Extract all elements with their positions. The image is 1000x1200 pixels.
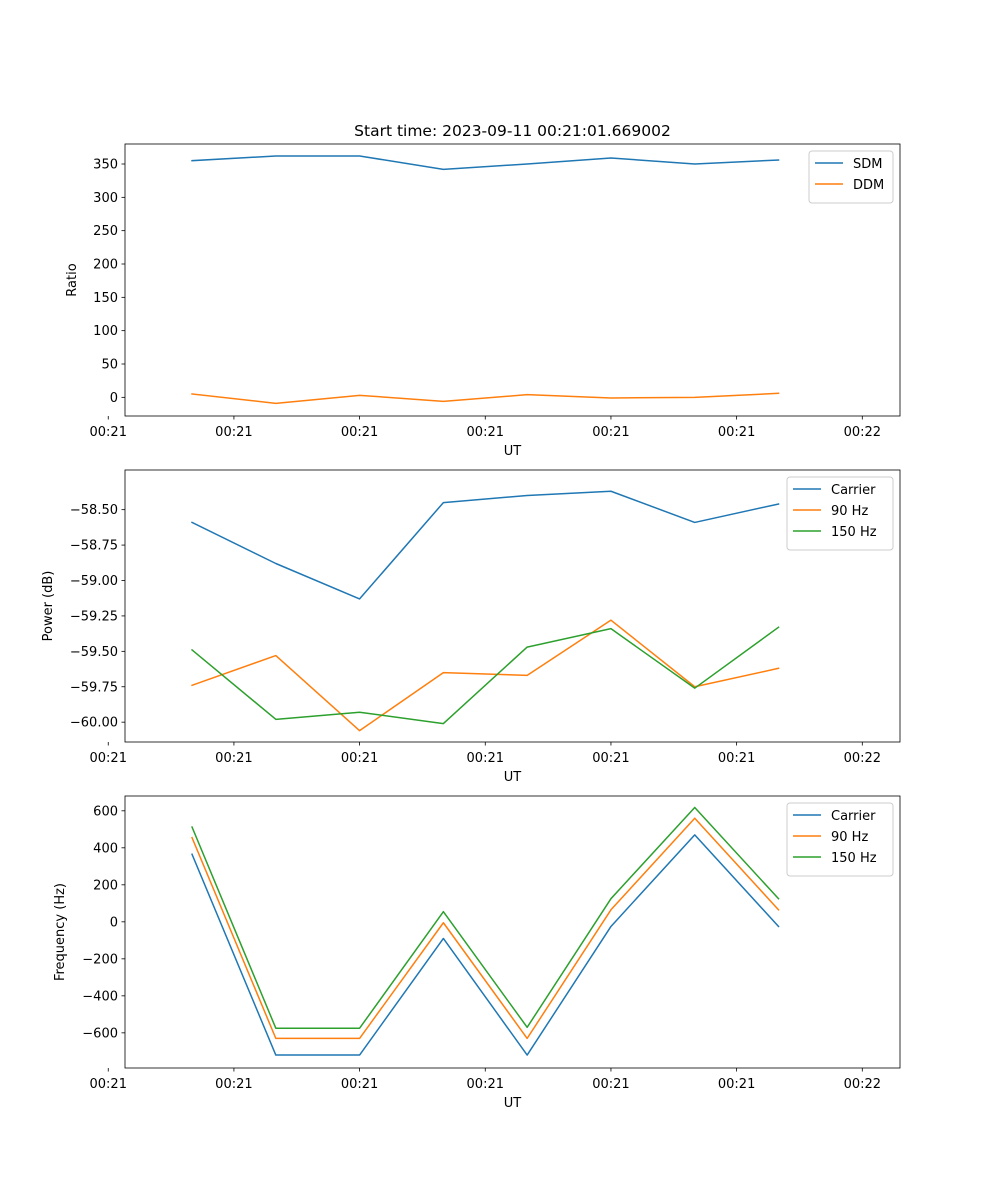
x-tick-label: 00:21 <box>341 425 378 440</box>
y-axis-label: Ratio <box>65 263 80 296</box>
legend-label: Carrier <box>831 483 876 498</box>
y-tick-label: −59.50 <box>70 645 118 660</box>
x-tick-label: 00:21 <box>215 425 252 440</box>
legend: Carrier 90 Hz 150 Hz <box>786 802 894 877</box>
legend-label: 150 Hz <box>831 525 877 540</box>
x-tick-label: 00:21 <box>90 425 127 440</box>
series-line-sdm <box>191 155 780 171</box>
x-tick-label: 00:21 <box>718 751 755 766</box>
y-tick-label: 100 <box>93 324 118 339</box>
y-tick-label: 50 <box>101 358 118 373</box>
x-axis-label: UT <box>504 1096 522 1111</box>
legend-label: 150 Hz <box>831 851 877 866</box>
x-tick-label: 00:21 <box>467 751 504 766</box>
y-tick-label: −200 <box>82 952 118 967</box>
chart-title: Start time: 2023-09-11 00:21:01.669002 <box>354 122 671 140</box>
x-tick-label: 00:22 <box>844 425 881 440</box>
x-tick-label: 00:21 <box>592 751 629 766</box>
y-tick-label: 200 <box>93 258 118 273</box>
y-tick-label: 0 <box>110 391 118 406</box>
y-tick-label: 350 <box>93 158 118 173</box>
chart-panel-3: 00:21 00:21 00:21 00:21 00:21 00:21 00:22 −600 −… <box>53 795 901 1111</box>
legend: SDM DDM <box>808 150 894 204</box>
y-tick-label: −59.75 <box>70 680 118 695</box>
legend-label: 90 Hz <box>831 830 868 845</box>
chart-panel-1: 00:21 00:21 00:21 00:21 00:21 00:21 00:22 0 50 10… <box>65 122 901 459</box>
y-axis-label: Power (dB) <box>41 571 56 642</box>
x-axis-label: UT <box>504 444 522 459</box>
y-tick-label: −60.00 <box>70 716 118 731</box>
legend-label: SDM <box>853 157 882 172</box>
x-tick-label: 00:21 <box>341 1077 378 1092</box>
x-tick-label: 00:21 <box>215 751 252 766</box>
y-tick-label: 150 <box>93 291 118 306</box>
y-tick-label: −58.50 <box>70 503 118 518</box>
x-tick-label: 00:22 <box>844 751 881 766</box>
series-line-90-hz <box>191 619 780 732</box>
axes-frame <box>124 143 901 417</box>
y-tick-label: −58.75 <box>70 539 118 554</box>
x-tick-label: 00:21 <box>592 425 629 440</box>
y-tick-label: −59.00 <box>70 574 118 589</box>
x-tick-label: 00:21 <box>592 1077 629 1092</box>
x-tick-label: 00:21 <box>718 1077 755 1092</box>
y-tick-label: 600 <box>93 804 118 819</box>
x-tick-label: 00:21 <box>90 1077 127 1092</box>
legend-box <box>808 150 894 204</box>
y-axis-label: Frequency (Hz) <box>53 883 68 981</box>
x-tick-label: 00:22 <box>844 1077 881 1092</box>
x-tick-label: 00:21 <box>718 425 755 440</box>
legend-label: 90 Hz <box>831 504 868 519</box>
legend: Carrier 90 Hz 150 Hz <box>786 476 894 551</box>
legend-label: DDM <box>853 178 884 193</box>
series-line-150-hz <box>190 626 780 725</box>
legend-label: Carrier <box>831 809 876 824</box>
series-line-ddm <box>191 392 780 405</box>
x-tick-label: 00:21 <box>467 425 504 440</box>
x-tick-label: 00:21 <box>467 1077 504 1092</box>
axes-frame <box>124 795 901 1069</box>
series-line-carrier <box>191 834 780 1056</box>
x-tick-label: 00:21 <box>341 751 378 766</box>
y-tick-label: −400 <box>82 989 118 1004</box>
y-tick-label: 250 <box>93 224 118 239</box>
series-line-90-hz <box>191 817 780 1040</box>
axes-frame <box>124 469 901 743</box>
x-tick-label: 00:21 <box>90 751 127 766</box>
y-tick-label: 0 <box>110 915 118 930</box>
y-tick-label: 200 <box>93 878 118 893</box>
y-tick-label: −600 <box>82 1026 118 1041</box>
y-tick-label: 400 <box>93 841 118 856</box>
series-line-150-hz <box>191 806 780 1029</box>
y-tick-label: −59.25 <box>70 609 118 624</box>
x-tick-label: 00:21 <box>215 1077 252 1092</box>
y-tick-label: 300 <box>93 191 118 206</box>
series-line-carrier <box>191 490 780 600</box>
chart-panel-2: 00:21 00:21 00:21 00:21 00:21 00:21 00:22 −60.0… <box>41 469 901 785</box>
x-axis-label: UT <box>504 770 522 785</box>
